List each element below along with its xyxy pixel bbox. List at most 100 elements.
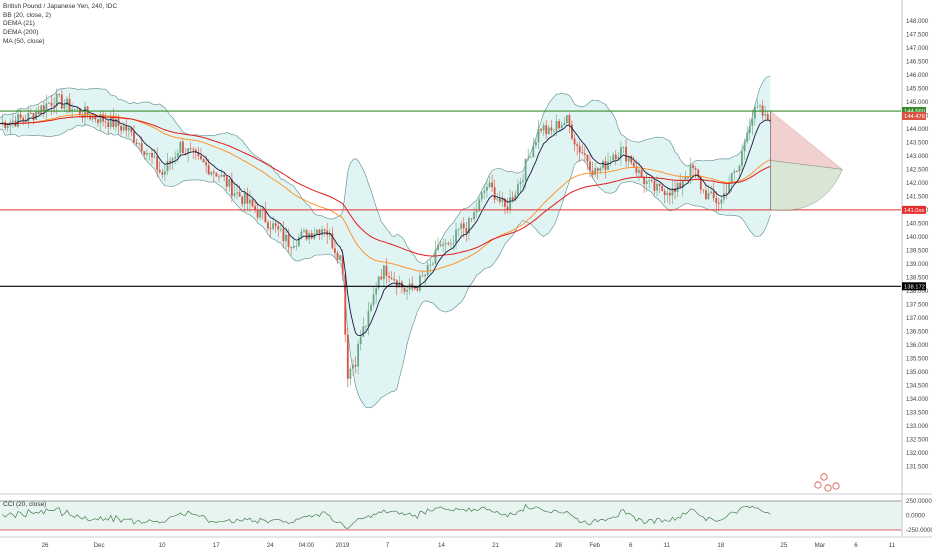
- candle-body: [434, 249, 437, 264]
- candle-body: [537, 128, 540, 143]
- candle-body: [413, 288, 416, 290]
- candle-body: [516, 184, 519, 195]
- candle-body: [555, 121, 558, 131]
- candle-body: [156, 156, 159, 170]
- candle-body: [625, 146, 627, 162]
- candle-body: [84, 106, 86, 118]
- candle-body: [274, 223, 277, 227]
- y-tick-label: 131.500: [906, 464, 929, 471]
- y-tick-label: 143.000: [906, 153, 929, 160]
- candle-body: [104, 121, 107, 123]
- candle-body: [197, 152, 200, 157]
- candle-body: [612, 154, 615, 161]
- x-tick-label: 6: [854, 542, 858, 549]
- candle-body: [202, 159, 205, 163]
- projection-pattern[interactable]: [770, 110, 844, 211]
- time-axis[interactable]: 26 Dec 10 17 24 04:00 2019 7 14 21 28 Feb 6 11 18 25 Mar…: [0, 536, 932, 549]
- candle-body: [493, 187, 496, 200]
- candle-body: [560, 124, 563, 129]
- event-icon: [832, 482, 840, 490]
- candle-body: [73, 108, 76, 110]
- candle-body: [728, 183, 731, 194]
- candle-body: [331, 233, 334, 249]
- y-tick-label: 135.500: [906, 356, 929, 363]
- candle-body: [514, 194, 517, 201]
- x-tick-label: Mar: [815, 542, 826, 549]
- candle-body: [462, 223, 465, 229]
- candle-body: [225, 176, 228, 187]
- candle-body: [764, 114, 767, 116]
- candle-body: [364, 326, 367, 327]
- y-tick-label: 140.500: [906, 221, 929, 228]
- candle-body: [282, 228, 285, 242]
- candle-body: [638, 169, 640, 173]
- candle-body: [571, 124, 573, 139]
- x-tick-label: 7: [386, 542, 390, 549]
- event-icon: [820, 473, 828, 481]
- candle-body: [109, 115, 112, 128]
- candle-body: [496, 198, 499, 200]
- candle-body: [581, 152, 584, 154]
- cci-tick-label: -250.0000: [906, 527, 932, 534]
- y-tick-label: 139.500: [906, 248, 929, 255]
- candle-body: [318, 229, 321, 235]
- candle-body: [138, 143, 141, 145]
- y-tick-label: 134.500: [906, 383, 929, 390]
- candle-body: [694, 168, 697, 170]
- candle-body: [102, 114, 104, 122]
- event-markers[interactable]: [814, 473, 840, 492]
- candle-body: [465, 228, 468, 234]
- candle-body: [40, 105, 43, 114]
- candle-body: [303, 230, 305, 232]
- candle-body: [238, 192, 241, 197]
- candle-body: [323, 229, 326, 231]
- candle-body: [488, 182, 491, 187]
- candle-body: [532, 145, 535, 158]
- candle-body: [6, 125, 9, 129]
- candle-body: [705, 190, 707, 200]
- y-tick-label: 132.000: [906, 450, 929, 457]
- y-tick-label: 140.000: [906, 234, 929, 241]
- x-tick-label: 04:00: [299, 542, 315, 549]
- candle-body: [254, 206, 256, 211]
- candle-body: [604, 161, 607, 170]
- candle-body: [344, 274, 347, 335]
- candle-body: [609, 160, 612, 162]
- y-tick-label: 142.000: [906, 180, 929, 187]
- candle-body: [527, 157, 530, 159]
- candle-body: [558, 121, 560, 129]
- candle-body: [182, 141, 184, 153]
- candle-body: [287, 234, 290, 248]
- y-tick-label: 137.500: [906, 302, 929, 309]
- candle-body: [748, 125, 751, 133]
- candle-body: [501, 198, 504, 202]
- candle-body: [547, 127, 550, 135]
- y-tick-label: 143.500: [906, 140, 929, 147]
- dema21-line: [0, 102, 771, 337]
- resistance-tag: [902, 107, 926, 116]
- current-tag-label: 144.476: [904, 114, 925, 120]
- cci-legend: CCI (20, close): [3, 501, 47, 508]
- candle-body: [151, 152, 153, 158]
- candle-body: [310, 233, 313, 239]
- horizontal-levels[interactable]: [0, 110, 901, 287]
- x-tick-label: 10: [159, 542, 166, 549]
- y-tick-label: 135.000: [906, 369, 929, 376]
- candle-body: [246, 193, 249, 204]
- candle-body: [444, 243, 447, 244]
- y-tick-label: 136.000: [906, 342, 929, 349]
- candle-body: [349, 368, 352, 379]
- candle-body: [189, 148, 192, 150]
- candle-body: [617, 157, 620, 160]
- candle-body: [746, 132, 749, 142]
- candle-body: [377, 276, 380, 289]
- level-tag: [902, 282, 926, 291]
- candle-body: [37, 111, 40, 114]
- candle-body: [403, 287, 406, 292]
- candle-body: [161, 172, 164, 175]
- candle-body: [460, 223, 463, 229]
- price-axis[interactable]: 148.000 147.500 147.000 146.500 146.000 145.5…: [901, 0, 932, 536]
- candle-body: [735, 171, 738, 172]
- legend-dema200: DEMA (200): [3, 29, 39, 37]
